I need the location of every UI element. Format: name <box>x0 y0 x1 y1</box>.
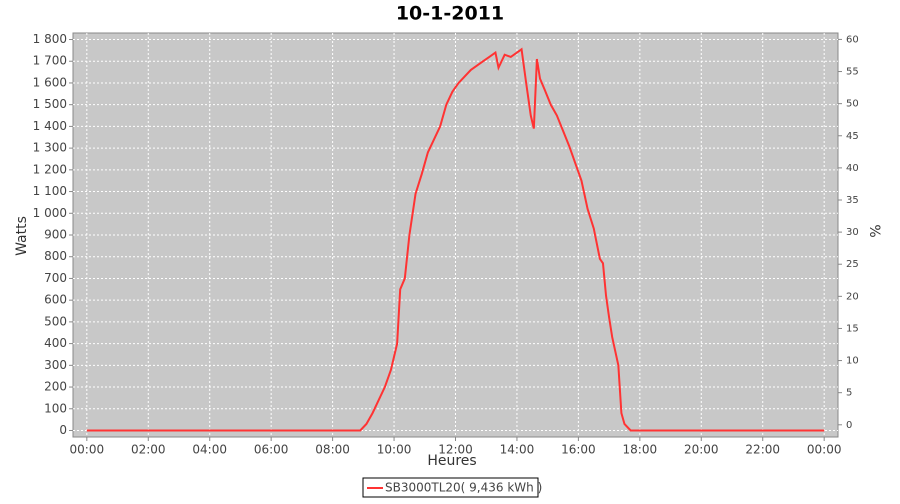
x-axis-label: Heures <box>427 453 476 469</box>
y-tick-label: 1 700 <box>33 54 67 68</box>
y-tick-label: 1 200 <box>33 162 67 176</box>
y-tick-label: 800 <box>44 249 67 263</box>
y-tick-label: 1 000 <box>33 206 67 220</box>
y2-tick-label: 45 <box>846 131 859 142</box>
y2-tick-label: 10 <box>846 356 859 367</box>
y-tick-label: 1 600 <box>33 75 67 89</box>
y-tick-label: 1 300 <box>33 141 67 155</box>
y-tick-label: 700 <box>44 271 67 285</box>
y-tick-label: 0 <box>59 423 67 437</box>
y-tick-label: 600 <box>44 293 67 307</box>
y2-tick-label: 40 <box>846 163 859 174</box>
y2-tick-label: 30 <box>846 227 859 238</box>
y2-tick-label: 60 <box>846 34 859 45</box>
y2-tick-label: 20 <box>846 291 859 302</box>
x-tick-label: 16:00 <box>561 443 596 457</box>
y2-tick-label: 50 <box>846 99 859 110</box>
x-tick-label: 00:00 <box>807 443 842 457</box>
y2-tick-label: 55 <box>846 67 859 78</box>
y-tick-label: 1 500 <box>33 97 67 111</box>
y2-axis-label: % <box>866 224 882 237</box>
y2-tick-label: 25 <box>846 259 859 270</box>
y-tick-label: 1 100 <box>33 184 67 198</box>
y-tick-label: 400 <box>44 336 67 350</box>
x-tick-label: 20:00 <box>684 443 719 457</box>
y-tick-label: 1 800 <box>33 32 67 46</box>
y2-tick-label: 5 <box>846 388 852 399</box>
y-tick-label: 100 <box>44 401 67 415</box>
y-axis-label: Watts <box>14 216 30 256</box>
x-tick-label: 00:00 <box>70 443 105 457</box>
series-line <box>86 47 825 432</box>
x-tick-label: 22:00 <box>745 443 780 457</box>
y2-tick-label: 15 <box>846 323 859 334</box>
y2-tick-label: 0 <box>846 420 852 431</box>
x-tick-label: 06:00 <box>254 443 289 457</box>
x-tick-label: 04:00 <box>192 443 227 457</box>
chart-title: 10-1-2011 <box>396 3 504 25</box>
legend-label: SB3000TL20( 9,436 kWh ) <box>385 481 542 495</box>
x-tick-label: 12:00 <box>438 443 473 457</box>
x-tick-label: 14:00 <box>500 443 535 457</box>
x-tick-label: 02:00 <box>131 443 166 457</box>
x-tick-label: 08:00 <box>315 443 350 457</box>
x-tick-label: 18:00 <box>623 443 658 457</box>
y-tick-label: 1 400 <box>33 119 67 133</box>
y-tick-label: 300 <box>44 358 67 372</box>
legend-box <box>362 477 539 498</box>
y2-tick-label: 35 <box>846 195 859 206</box>
y-tick-label: 900 <box>44 228 67 242</box>
x-tick-label: 10:00 <box>377 443 412 457</box>
y-tick-label: 500 <box>44 314 67 328</box>
y-tick-label: 200 <box>44 380 67 394</box>
